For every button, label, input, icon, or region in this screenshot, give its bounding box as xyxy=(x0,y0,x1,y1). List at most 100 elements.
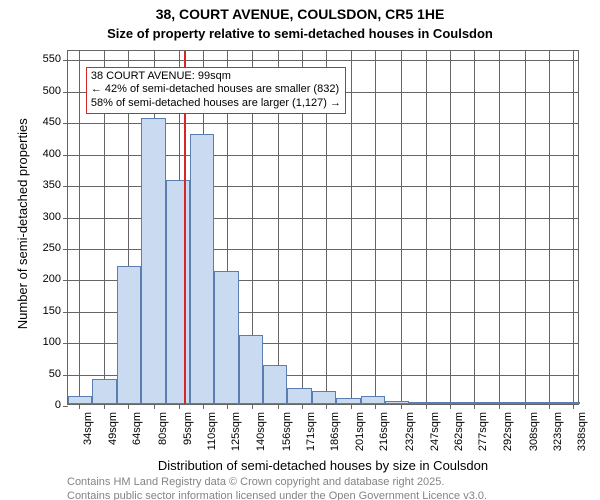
x-tick-mark xyxy=(375,404,376,409)
y-tick-label: 150 xyxy=(43,305,61,317)
histogram-bar xyxy=(361,396,385,404)
histogram-bar xyxy=(531,402,555,404)
grid-line-vertical xyxy=(450,51,451,404)
x-tick-label: 201sqm xyxy=(354,412,366,451)
chart-title: 38, COURT AVENUE, COULSDON, CR5 1HE xyxy=(0,6,600,22)
histogram-bar xyxy=(482,402,506,404)
histogram-bar xyxy=(287,388,311,404)
y-tick-label: 550 xyxy=(43,53,61,65)
x-tick-mark xyxy=(79,404,80,409)
x-tick-label: 232sqm xyxy=(404,412,416,451)
x-tick-label: 140sqm xyxy=(255,412,267,451)
annotation-line: 58% of semi-detached houses are larger (… xyxy=(91,97,341,111)
grid-line-horizontal xyxy=(68,60,578,61)
x-tick-label: 292sqm xyxy=(502,412,514,451)
x-tick-label: 171sqm xyxy=(305,412,317,451)
x-tick-label: 110sqm xyxy=(206,412,218,450)
y-tick-label: 450 xyxy=(43,116,61,128)
histogram-bar xyxy=(239,335,263,404)
y-tick-label: 300 xyxy=(43,211,61,223)
x-tick-label: 277sqm xyxy=(477,412,489,451)
histogram-bar xyxy=(263,365,287,404)
x-tick-mark xyxy=(227,404,228,409)
y-tick-label: 50 xyxy=(49,368,61,380)
x-tick-mark xyxy=(278,404,279,409)
grid-line-vertical xyxy=(474,51,475,404)
grid-line-vertical xyxy=(79,51,80,404)
y-tick-mark xyxy=(63,155,68,156)
grid-line-vertical xyxy=(351,51,352,404)
histogram-bar xyxy=(117,266,141,404)
x-tick-mark xyxy=(179,404,180,409)
footer-line-2: Contains public sector information licen… xyxy=(67,489,487,500)
y-tick-label: 200 xyxy=(43,273,61,285)
y-tick-mark xyxy=(63,218,68,219)
histogram-bar xyxy=(312,391,336,404)
x-tick-mark xyxy=(549,404,550,409)
x-tick-label: 95sqm xyxy=(182,412,194,445)
x-tick-mark xyxy=(128,404,129,409)
y-tick-mark xyxy=(63,375,68,376)
x-tick-label: 323sqm xyxy=(552,412,564,451)
y-tick-label: 250 xyxy=(43,242,61,254)
x-tick-label: 262sqm xyxy=(453,412,465,451)
x-tick-label: 186sqm xyxy=(329,412,341,451)
x-tick-label: 308sqm xyxy=(528,412,540,451)
x-tick-mark xyxy=(302,404,303,409)
y-tick-mark xyxy=(63,186,68,187)
chart-subtitle: Size of property relative to semi-detach… xyxy=(0,26,600,41)
histogram-bar xyxy=(385,401,409,404)
y-tick-label: 500 xyxy=(43,85,61,97)
y-tick-label: 0 xyxy=(55,399,61,411)
histogram-bar xyxy=(458,402,482,404)
x-tick-label: 338sqm xyxy=(576,412,588,451)
grid-line-vertical xyxy=(499,51,500,404)
x-tick-label: 80sqm xyxy=(157,412,169,445)
annotation-box: 38 COURT AVENUE: 99sqm← 42% of semi-deta… xyxy=(86,67,346,114)
grid-line-vertical xyxy=(375,51,376,404)
y-tick-mark xyxy=(63,312,68,313)
x-tick-mark xyxy=(252,404,253,409)
grid-line-vertical xyxy=(426,51,427,404)
x-tick-mark xyxy=(450,404,451,409)
attribution-footer: Contains HM Land Registry data © Crown c… xyxy=(67,475,487,500)
y-tick-mark xyxy=(63,280,68,281)
grid-line-vertical xyxy=(549,51,550,404)
x-tick-mark xyxy=(474,404,475,409)
x-tick-label: 247sqm xyxy=(429,412,441,451)
histogram-bar xyxy=(434,402,458,404)
grid-line-vertical xyxy=(573,51,574,404)
histogram-bar xyxy=(190,134,214,404)
x-tick-mark xyxy=(525,404,526,409)
y-tick-mark xyxy=(63,406,68,407)
y-tick-mark xyxy=(63,343,68,344)
y-tick-mark xyxy=(63,92,68,93)
plot-border: 38 COURT AVENUE: 99sqm← 42% of semi-deta… xyxy=(67,50,579,405)
x-tick-label: 125sqm xyxy=(230,412,242,451)
x-axis-ticks: 34sqm49sqm64sqm80sqm95sqm110sqm125sqm140… xyxy=(67,412,579,462)
histogram-bar xyxy=(409,402,433,404)
footer-line-1: Contains HM Land Registry data © Crown c… xyxy=(67,475,487,489)
y-tick-label: 350 xyxy=(43,179,61,191)
x-tick-mark xyxy=(401,404,402,409)
x-axis-label: Distribution of semi-detached houses by … xyxy=(67,458,579,473)
y-tick-mark xyxy=(63,123,68,124)
x-tick-mark xyxy=(499,404,500,409)
grid-line-vertical xyxy=(525,51,526,404)
y-tick-mark xyxy=(63,249,68,250)
x-tick-mark xyxy=(326,404,327,409)
x-tick-mark xyxy=(104,404,105,409)
histogram-bar xyxy=(141,118,165,404)
annotation-line: 38 COURT AVENUE: 99sqm xyxy=(91,70,341,84)
x-tick-mark xyxy=(573,404,574,409)
histogram-bar xyxy=(507,402,531,404)
histogram-bar xyxy=(556,402,580,404)
grid-line-vertical xyxy=(401,51,402,404)
chart-container: 38, COURT AVENUE, COULSDON, CR5 1HE Size… xyxy=(0,0,600,500)
x-tick-mark xyxy=(203,404,204,409)
histogram-bar xyxy=(68,396,92,404)
x-tick-label: 156sqm xyxy=(281,412,293,451)
histogram-bar xyxy=(214,271,238,404)
y-tick-label: 400 xyxy=(43,148,61,160)
x-tick-label: 64sqm xyxy=(131,412,143,445)
